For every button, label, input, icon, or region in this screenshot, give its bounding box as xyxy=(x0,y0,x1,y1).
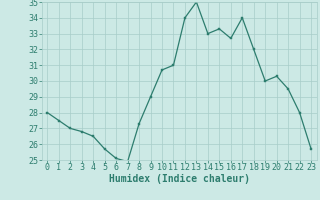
X-axis label: Humidex (Indice chaleur): Humidex (Indice chaleur) xyxy=(109,174,250,184)
